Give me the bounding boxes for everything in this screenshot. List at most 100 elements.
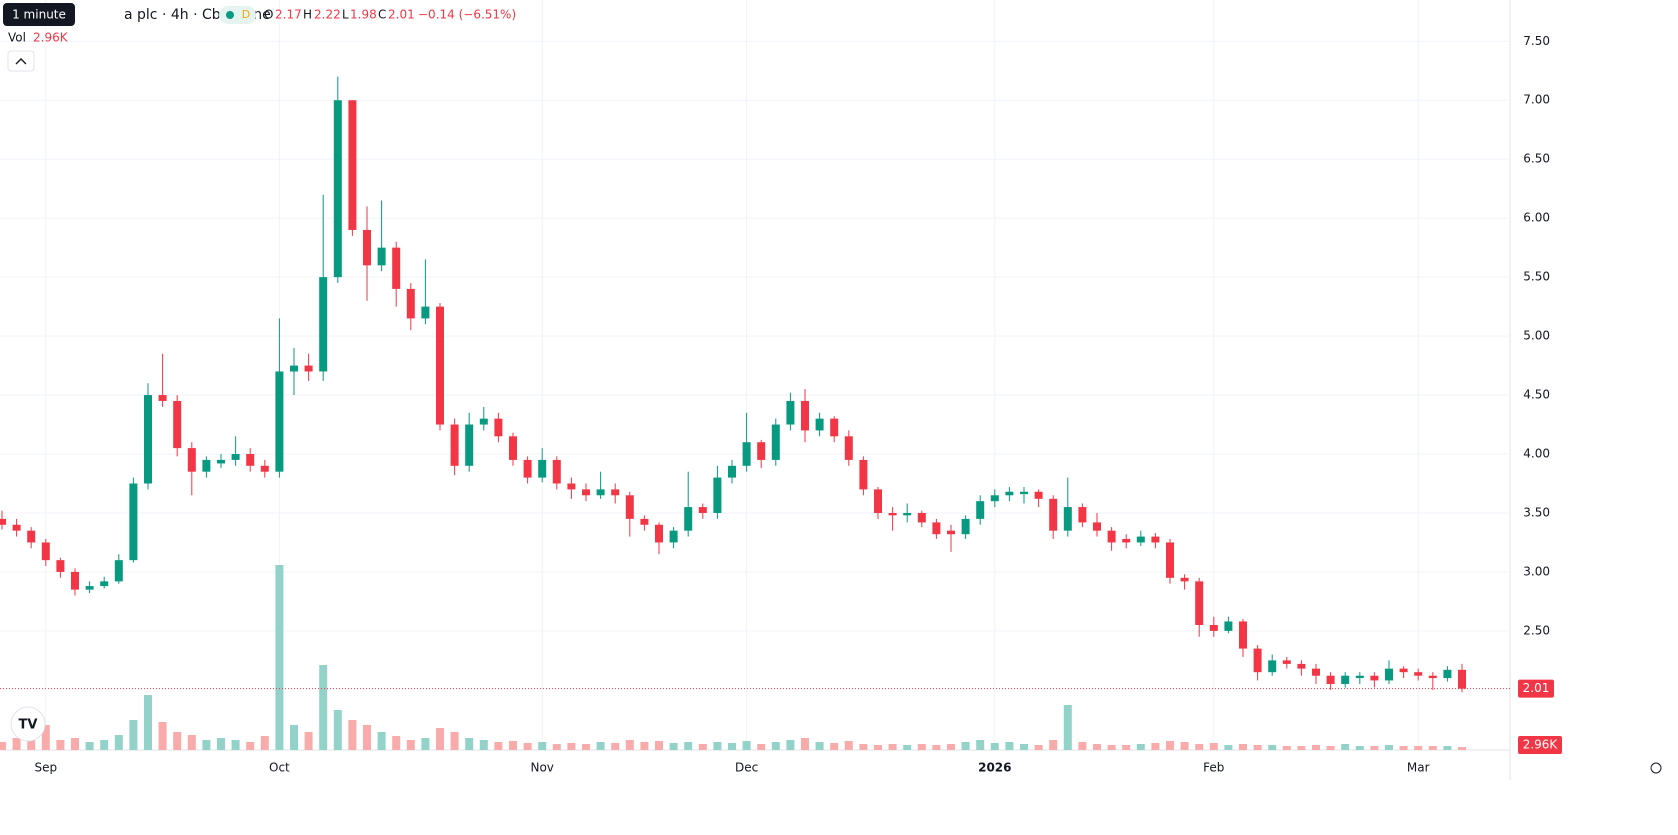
- collapse-button[interactable]: [7, 50, 35, 72]
- logo-mark: TV: [19, 718, 38, 733]
- candle-body: [523, 459, 532, 478]
- candle-body: [144, 395, 152, 484]
- volume-bar: [713, 742, 722, 750]
- candle-body: [1268, 660, 1277, 673]
- volume-bar: [1166, 741, 1174, 750]
- candle-body: [494, 418, 503, 437]
- candle-body: [100, 581, 109, 587]
- volume-bar: [85, 742, 94, 750]
- volume-bar: [903, 745, 912, 750]
- candle-body: [903, 512, 912, 516]
- volume-bar: [888, 744, 897, 750]
- volume-bar: [1253, 745, 1262, 750]
- candles: [0, 76, 1466, 693]
- candle-body: [275, 371, 284, 472]
- volume-bar: [1282, 746, 1291, 750]
- candle-body: [655, 524, 663, 543]
- volume-bar: [363, 725, 371, 750]
- candle-body: [231, 454, 240, 460]
- close-label: C: [378, 8, 386, 22]
- y-tick-label: 7.00: [1523, 93, 1550, 107]
- volume-bar: [71, 738, 79, 750]
- volume-bar: [1326, 746, 1335, 750]
- candle-body: [1195, 581, 1204, 625]
- y-tick-label: 5.00: [1523, 329, 1550, 343]
- vol-label: Vol: [8, 31, 26, 45]
- volume-bar: [1385, 745, 1393, 750]
- volume-bar: [990, 743, 999, 750]
- volume-bar: [786, 740, 795, 750]
- y-tick-label: 6.50: [1523, 152, 1550, 166]
- volume-bar: [655, 741, 663, 750]
- volume-bar: [611, 743, 620, 750]
- logo[interactable]: [10, 706, 46, 742]
- volume-bar: [1005, 742, 1014, 750]
- open-label: O: [264, 8, 273, 22]
- candle-body: [1428, 675, 1437, 679]
- volume-bar: [684, 742, 693, 750]
- volume-bar: [56, 740, 65, 750]
- volume-bar: [1268, 745, 1277, 750]
- y-tick-label: 3.50: [1523, 505, 1550, 519]
- candle-body: [684, 507, 693, 531]
- candle-body: [1063, 507, 1072, 531]
- candle-body: [1443, 669, 1452, 679]
- candle-body: [538, 459, 547, 478]
- candle-body: [552, 459, 561, 484]
- candle-body: [173, 400, 182, 449]
- candle-body: [625, 495, 634, 519]
- volume-bar: [1224, 745, 1233, 750]
- candle-body: [801, 400, 809, 431]
- x-tick-label: Nov: [530, 761, 553, 775]
- candle-body: [1312, 668, 1320, 676]
- volume-bar: [304, 732, 313, 750]
- candle-body: [319, 277, 328, 372]
- high-label: H: [303, 8, 312, 22]
- candle-body: [1049, 498, 1058, 531]
- low-label: L: [342, 8, 349, 22]
- candle-body: [333, 100, 342, 278]
- volume-bar: [217, 738, 225, 750]
- candle-body: [1136, 536, 1145, 543]
- volume-bar: [1370, 746, 1379, 750]
- volume-bar: [917, 744, 926, 750]
- volume-bar: [333, 710, 342, 750]
- volume-bar: [859, 744, 868, 750]
- candle-body: [158, 395, 167, 401]
- volume-bar: [932, 745, 941, 750]
- volume-bar: [742, 741, 751, 750]
- volume-bars: [0, 565, 1466, 750]
- settings-icon[interactable]: [1650, 762, 1662, 774]
- candle-body: [990, 495, 999, 502]
- candle-body: [611, 489, 620, 496]
- volume-bar: [1122, 745, 1131, 750]
- candle-body: [1107, 530, 1116, 543]
- badge: D: [242, 8, 250, 21]
- volume-bar: [844, 741, 853, 750]
- candle-body: [377, 247, 386, 266]
- candle-body: [567, 483, 576, 490]
- volume-bar: [1355, 746, 1364, 750]
- volume-tag: [1518, 736, 1562, 754]
- candle-body: [1166, 542, 1174, 578]
- vol-value: 2.96K: [33, 31, 69, 45]
- candle-body: [1020, 491, 1028, 495]
- volume-bar: [12, 738, 21, 750]
- candle-body: [1122, 538, 1131, 543]
- candle-body: [304, 365, 313, 372]
- candle-body: [1151, 536, 1160, 543]
- candle-body: [1239, 621, 1247, 649]
- candle-body: [1355, 675, 1364, 679]
- candle-body: [698, 507, 707, 513]
- candle-body: [1399, 668, 1408, 673]
- candle-body: [874, 489, 882, 513]
- candle-body: [976, 501, 985, 519]
- volume-bar: [552, 744, 561, 750]
- volume-bar: [0, 742, 6, 750]
- x-tick-label: Sep: [34, 761, 57, 775]
- volume-bar: [377, 732, 386, 750]
- candle-body: [363, 229, 371, 266]
- volume-bar: [465, 738, 474, 750]
- volume-bar: [582, 744, 590, 750]
- volume-bar: [801, 738, 809, 750]
